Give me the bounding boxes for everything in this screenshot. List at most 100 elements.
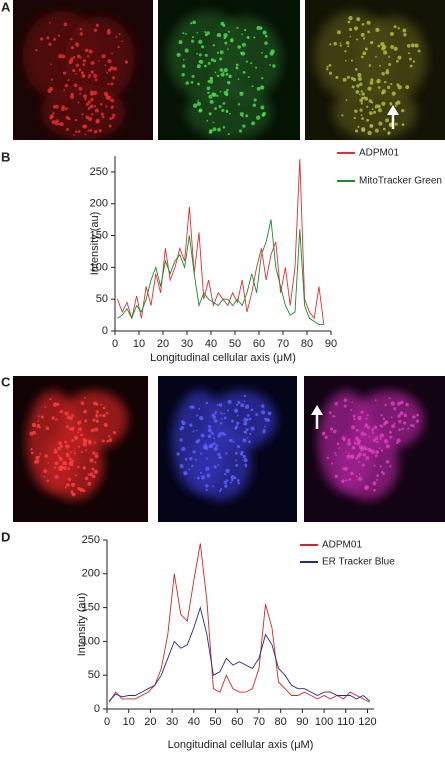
cell: [356, 16, 427, 101]
granule: [198, 407, 201, 410]
granule: [79, 32, 83, 36]
granule: [79, 27, 83, 31]
granule: [93, 28, 98, 32]
granule: [331, 462, 334, 465]
granule: [232, 441, 235, 443]
granule: [223, 416, 227, 420]
cell: [41, 84, 125, 140]
granule: [191, 39, 195, 43]
granule: [31, 422, 37, 428]
granule: [358, 473, 361, 476]
granule: [77, 101, 80, 104]
granule: [72, 68, 76, 73]
cell: [353, 390, 424, 449]
granule: [227, 80, 231, 85]
granule: [72, 459, 75, 462]
granule: [199, 416, 204, 421]
granule: [106, 439, 109, 443]
y-tick-label: 100: [90, 261, 108, 273]
granule: [222, 126, 226, 129]
granule: [391, 91, 396, 96]
granule: [403, 413, 408, 418]
granule: [77, 465, 80, 469]
granule: [94, 461, 97, 464]
granule: [95, 120, 100, 124]
granule: [348, 477, 352, 481]
granule: [346, 454, 351, 459]
granule: [82, 124, 88, 129]
granule: [77, 54, 81, 58]
granule: [226, 88, 229, 92]
granule: [82, 437, 86, 442]
granule: [243, 400, 246, 402]
granule: [37, 420, 40, 422]
granule: [360, 447, 364, 452]
granule: [200, 452, 203, 455]
granule: [90, 70, 95, 74]
granule: [259, 85, 265, 90]
y-tick-label: 0: [102, 325, 108, 337]
granule: [360, 102, 363, 105]
granule: [245, 114, 249, 118]
granule: [58, 441, 62, 446]
granule: [91, 467, 95, 471]
granule: [272, 64, 276, 68]
granule: [218, 456, 221, 459]
granule: [368, 99, 373, 103]
x-tick-label: 90: [296, 716, 308, 728]
granule: [377, 108, 382, 113]
line-series: [116, 159, 325, 325]
granule: [99, 414, 102, 417]
y-tick-label: 250: [90, 166, 108, 178]
granule: [44, 406, 47, 408]
granule: [105, 93, 109, 97]
granule: [366, 105, 369, 108]
granule: [67, 415, 71, 420]
granule: [378, 121, 383, 126]
granule: [260, 410, 266, 415]
granule: [351, 425, 356, 430]
granule: [75, 63, 80, 68]
granule: [96, 452, 98, 454]
granule: [207, 434, 212, 439]
granule: [354, 109, 358, 113]
granule: [379, 433, 384, 438]
granule: [71, 414, 75, 418]
granule: [394, 105, 397, 107]
granule: [233, 476, 237, 480]
granule: [241, 42, 246, 47]
granule: [82, 466, 87, 470]
granule: [342, 77, 347, 82]
granule: [204, 443, 207, 446]
granule: [52, 416, 55, 419]
granule: [77, 420, 82, 425]
granule: [403, 421, 407, 425]
granule: [417, 49, 421, 53]
granule: [242, 124, 246, 128]
granule: [253, 36, 256, 39]
granule: [87, 481, 92, 486]
granule: [225, 452, 228, 455]
granule: [229, 112, 231, 115]
granule: [102, 115, 105, 119]
granule: [207, 91, 210, 94]
granule: [387, 85, 391, 89]
granule: [189, 457, 193, 461]
granule: [360, 431, 365, 436]
granule: [230, 481, 233, 484]
granule: [72, 56, 76, 59]
granule: [321, 431, 326, 436]
granule: [389, 31, 395, 37]
granule: [219, 421, 223, 425]
granule: [355, 436, 360, 441]
granule: [248, 417, 252, 421]
granule: [410, 43, 415, 48]
granule: [339, 42, 342, 44]
granule: [351, 445, 356, 450]
granule: [197, 438, 201, 442]
legend-label: ER Tracker Blue: [322, 557, 395, 568]
granule: [412, 415, 416, 419]
granule: [359, 98, 364, 103]
x-axis-label: Longitudinal cellular axis (μM): [150, 352, 296, 364]
granule: [77, 130, 81, 133]
